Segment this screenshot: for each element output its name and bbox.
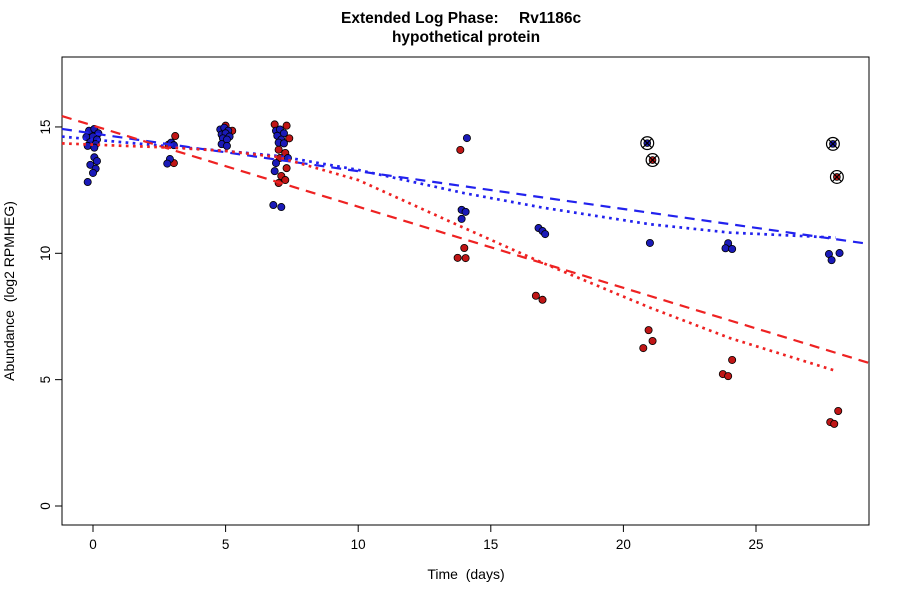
blue-point (462, 134, 471, 143)
blue-point (835, 249, 844, 258)
blue-point (721, 244, 730, 253)
x-axis-label: Time (days) (427, 566, 504, 582)
red-point (281, 176, 290, 185)
red-dotted-curve-fit (61, 142, 836, 373)
blue-point (827, 256, 836, 265)
x-tick-label: 10 (351, 537, 366, 552)
plot-box (61, 56, 870, 526)
red-point (728, 355, 737, 364)
outlier-x-mark (831, 171, 842, 183)
red-point (285, 134, 294, 143)
red-point (282, 121, 291, 130)
blue-point (541, 230, 550, 239)
y-axis-label: Abundance (log2 RPMHEG) (1, 201, 17, 381)
blue-point (277, 203, 286, 212)
red-point (456, 145, 465, 154)
x-tick-label: 15 (483, 537, 498, 552)
chart-subtitle: hypothetical protein (392, 29, 540, 46)
chart-title-gene: Rv1186c (519, 10, 581, 27)
outlier-x-mark (642, 138, 653, 149)
outlier-circle-mark (640, 136, 655, 151)
red-point (461, 254, 470, 263)
blue-point (86, 160, 95, 169)
blue-point (279, 139, 288, 148)
x-tick-label: 0 (89, 537, 97, 552)
chart-title-left: Extended Log Phase: (341, 10, 499, 27)
red-point (834, 406, 843, 415)
red-point (538, 295, 547, 304)
red-point (531, 291, 540, 300)
blue-point (222, 141, 231, 150)
blue-point (645, 238, 654, 247)
blue-point (271, 159, 280, 168)
blue-point (457, 214, 466, 223)
red-point (648, 336, 657, 345)
red-point (460, 243, 469, 252)
blue-point (83, 178, 92, 187)
red-point (282, 164, 291, 173)
y-tick-label: 0 (38, 502, 53, 510)
x-tick-label: 5 (222, 537, 230, 552)
blue-point (163, 159, 172, 168)
y-tick-label: 5 (38, 376, 53, 384)
outlier-x-mark (647, 155, 658, 166)
blue-point (728, 245, 737, 254)
outlier-circle-mark (825, 136, 840, 151)
red-point (453, 253, 462, 262)
red-point (644, 326, 653, 335)
red-point (171, 132, 180, 141)
blue-dotted-curve-fit (61, 135, 836, 239)
outlier-x-mark (827, 138, 838, 149)
outlier-circle-mark (645, 153, 660, 168)
outlier-circle-mark (829, 169, 844, 184)
blue-point (89, 168, 98, 177)
red-point (274, 145, 283, 154)
x-tick-label: 20 (616, 537, 631, 552)
red-point (724, 372, 733, 381)
red-point (639, 344, 648, 353)
red-dashed-linear-fit (61, 115, 870, 365)
blue-point (269, 201, 278, 210)
blue-point (270, 167, 279, 176)
blue-point (92, 157, 101, 166)
y-tick-label: 10 (38, 246, 53, 261)
red-point (830, 419, 839, 428)
y-tick-label: 15 (38, 119, 53, 134)
blue-point (461, 207, 470, 216)
x-tick-label: 25 (748, 537, 763, 552)
